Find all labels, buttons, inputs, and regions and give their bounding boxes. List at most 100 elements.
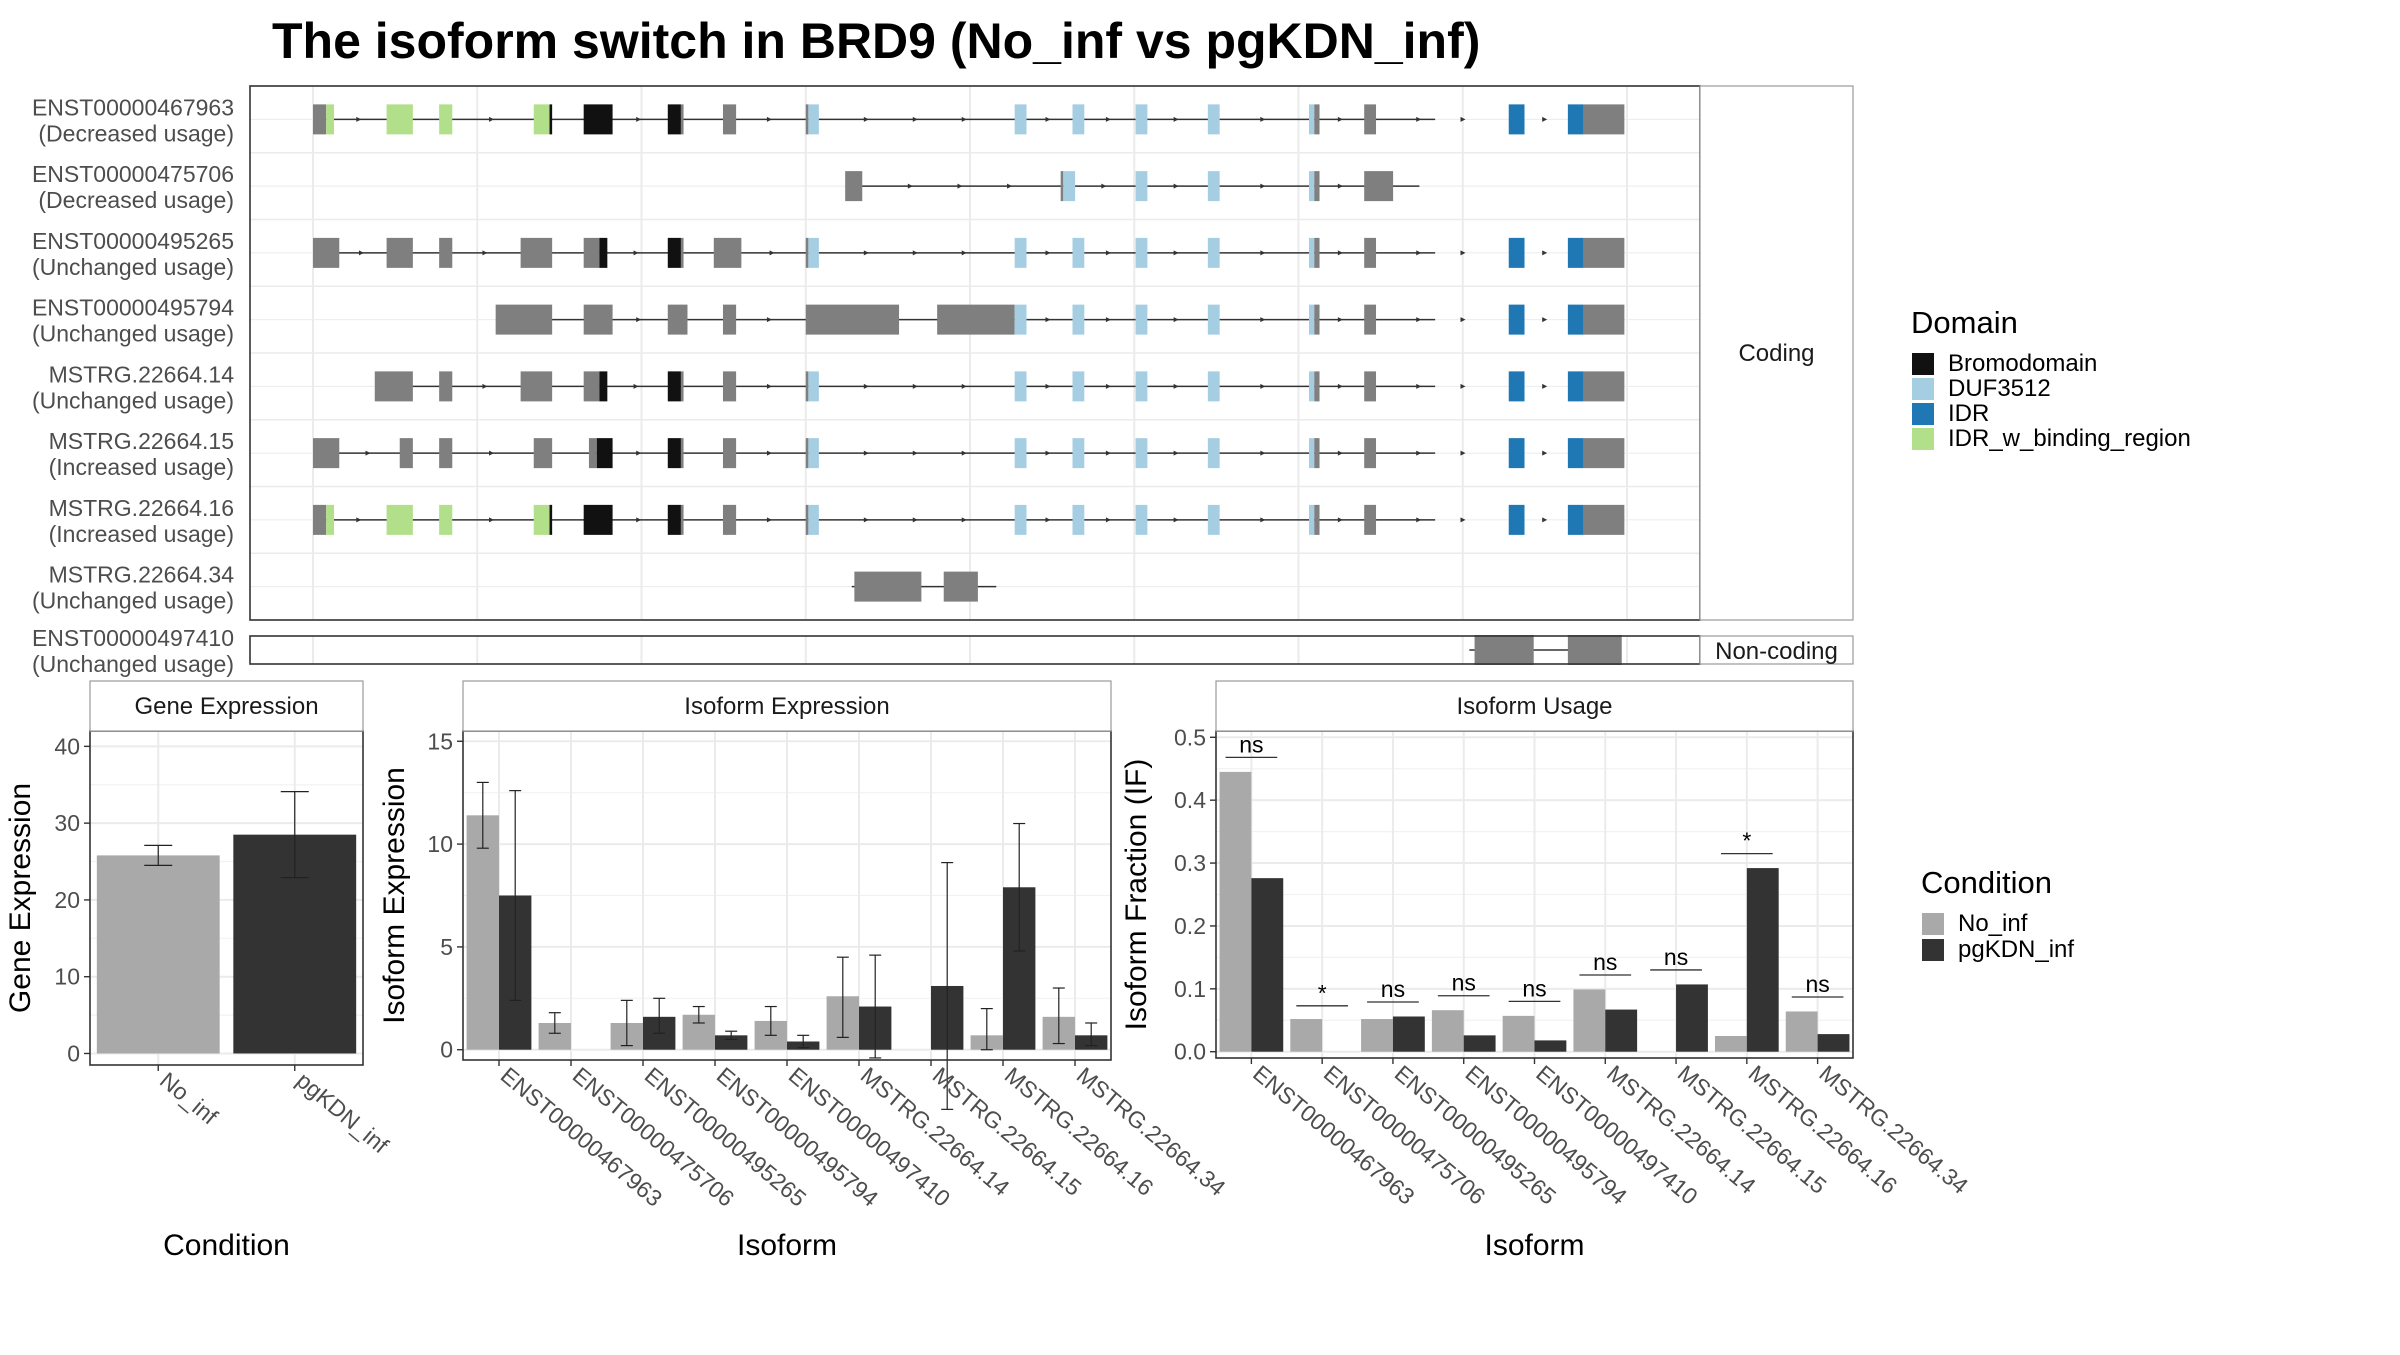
facet-strip bbox=[89, 680, 364, 732]
exon-block-exon bbox=[1567, 635, 1622, 665]
exon-block-exon bbox=[1474, 635, 1534, 665]
exon-block-exon bbox=[680, 371, 684, 402]
bar bbox=[1290, 1019, 1323, 1052]
transcript-id-label: MSTRG.22664.34 bbox=[49, 562, 235, 588]
y-tick-label: 10 bbox=[427, 831, 453, 857]
exon-block-DUF3512 bbox=[1309, 171, 1315, 202]
exon-block-exon bbox=[805, 104, 809, 135]
intron-arrow bbox=[1337, 383, 1343, 389]
y-tick-label: 0.2 bbox=[1174, 913, 1206, 939]
significance-label: * bbox=[1318, 980, 1327, 1006]
bar bbox=[1251, 878, 1284, 1052]
intron-arrow bbox=[766, 383, 772, 389]
bar bbox=[1463, 1035, 1496, 1052]
exon-block-IDR bbox=[1508, 371, 1525, 402]
transcript-id-label: MSTRG.22664.16 bbox=[49, 495, 234, 521]
exon-block-exon bbox=[520, 371, 553, 402]
exon-block-exon bbox=[533, 438, 553, 469]
intron-arrow bbox=[766, 517, 772, 523]
exon-block-DUF3512 bbox=[1207, 171, 1220, 202]
intron-arrow bbox=[1416, 250, 1422, 256]
exon-block-exon bbox=[520, 237, 553, 268]
exon-block-Bromodomain bbox=[667, 237, 681, 268]
intron-arrow bbox=[1045, 517, 1051, 523]
transcript-usage-label: (Increased usage) bbox=[49, 521, 234, 547]
intron-arrow bbox=[863, 450, 869, 456]
exon-block-exon bbox=[439, 438, 453, 469]
exon-block-exon bbox=[1364, 104, 1377, 135]
exon-block-IDR_w_binding_region bbox=[386, 104, 413, 135]
bar bbox=[1502, 1015, 1535, 1052]
exon-block-exon bbox=[1314, 237, 1320, 268]
exon-block-IDR_w_binding_region bbox=[533, 104, 550, 135]
legend-label-pgKDN_inf: pgKDN_inf bbox=[1958, 936, 2074, 963]
x-axis-title: Condition bbox=[163, 1229, 290, 1262]
exon-block-exon bbox=[854, 571, 922, 602]
bar bbox=[96, 855, 220, 1054]
exon-block-exon bbox=[937, 304, 1015, 335]
exon-block-exon bbox=[680, 504, 684, 535]
intron-arrow bbox=[1260, 116, 1266, 122]
exon-block-exon bbox=[1583, 304, 1625, 335]
y-tick-label: 0 bbox=[440, 1037, 453, 1063]
intron-arrow bbox=[1260, 450, 1266, 456]
exon-block-IDR bbox=[1567, 304, 1584, 335]
legend-label-IDR_w_binding_region: IDR_w_binding_region bbox=[1948, 425, 2191, 452]
exon-block-DUF3512 bbox=[808, 104, 819, 135]
exon-block-Bromodomain bbox=[549, 104, 553, 135]
exon-block-IDR_w_binding_region bbox=[439, 104, 453, 135]
y-axis-title: Gene Expression bbox=[4, 783, 37, 1013]
exon-block-DUF3512 bbox=[1309, 504, 1315, 535]
exon-block-IDR_w_binding_region bbox=[386, 504, 413, 535]
exon-block-DUF3512 bbox=[1207, 237, 1220, 268]
significance-label: ns bbox=[1805, 971, 1829, 997]
exon-block-IDR bbox=[1567, 104, 1584, 135]
intron-arrow bbox=[1542, 517, 1548, 523]
bar bbox=[466, 815, 499, 1050]
domain-legend: Domain BromodomainDUF3512IDRIDR_w_binding… bbox=[1911, 305, 2191, 452]
exon-block-IDR bbox=[1508, 104, 1525, 135]
exon-block-exon bbox=[722, 304, 737, 335]
bar bbox=[715, 1035, 748, 1050]
exon-block-DUF3512 bbox=[1072, 504, 1085, 535]
intron-arrow bbox=[863, 517, 869, 523]
transcript-id-label: ENST00000495794 bbox=[32, 295, 234, 321]
intron-arrow bbox=[1416, 517, 1422, 523]
exon-block-exon bbox=[1364, 438, 1377, 469]
intron-arrow bbox=[1416, 383, 1422, 389]
exon-block-IDR_w_binding_region bbox=[533, 504, 550, 535]
exon-block-DUF3512 bbox=[1014, 438, 1027, 469]
intron-arrow bbox=[961, 250, 967, 256]
exon-block-exon bbox=[1583, 438, 1625, 469]
exon-block-DUF3512 bbox=[1207, 104, 1220, 135]
exon-block-exon bbox=[374, 371, 413, 402]
facet-strip-title: Gene Expression bbox=[134, 693, 318, 720]
intron-arrow bbox=[1173, 450, 1179, 456]
exon-block-DUF3512 bbox=[1014, 304, 1027, 335]
exon-block-exon bbox=[680, 438, 684, 469]
noncoding-panel-bg bbox=[250, 636, 1700, 664]
transcript-usage-label: (Unchanged usage) bbox=[32, 387, 234, 413]
legend-key-IDR bbox=[1912, 403, 1934, 425]
intron-arrow bbox=[482, 383, 488, 389]
intron-arrow bbox=[1542, 450, 1548, 456]
exon-block-Bromodomain bbox=[583, 504, 613, 535]
exon-block-DUF3512 bbox=[1135, 504, 1148, 535]
intron-arrow bbox=[1337, 317, 1343, 323]
exon-block-DUF3512 bbox=[1014, 237, 1027, 268]
intron-arrow bbox=[1173, 383, 1179, 389]
exon-block-exon bbox=[1314, 504, 1320, 535]
significance-label: ns bbox=[1593, 949, 1617, 975]
exon-block-exon bbox=[1583, 104, 1625, 135]
intron-arrow bbox=[1460, 317, 1466, 323]
exon-block-exon bbox=[1583, 237, 1625, 268]
x-tick-label: pgKDN_inf bbox=[292, 1067, 394, 1159]
intron-arrow bbox=[1045, 383, 1051, 389]
intron-arrow bbox=[863, 250, 869, 256]
legend-label-Bromodomain: Bromodomain bbox=[1948, 350, 2097, 377]
significance-label: * bbox=[1742, 828, 1751, 854]
intron-arrow bbox=[1337, 116, 1343, 122]
